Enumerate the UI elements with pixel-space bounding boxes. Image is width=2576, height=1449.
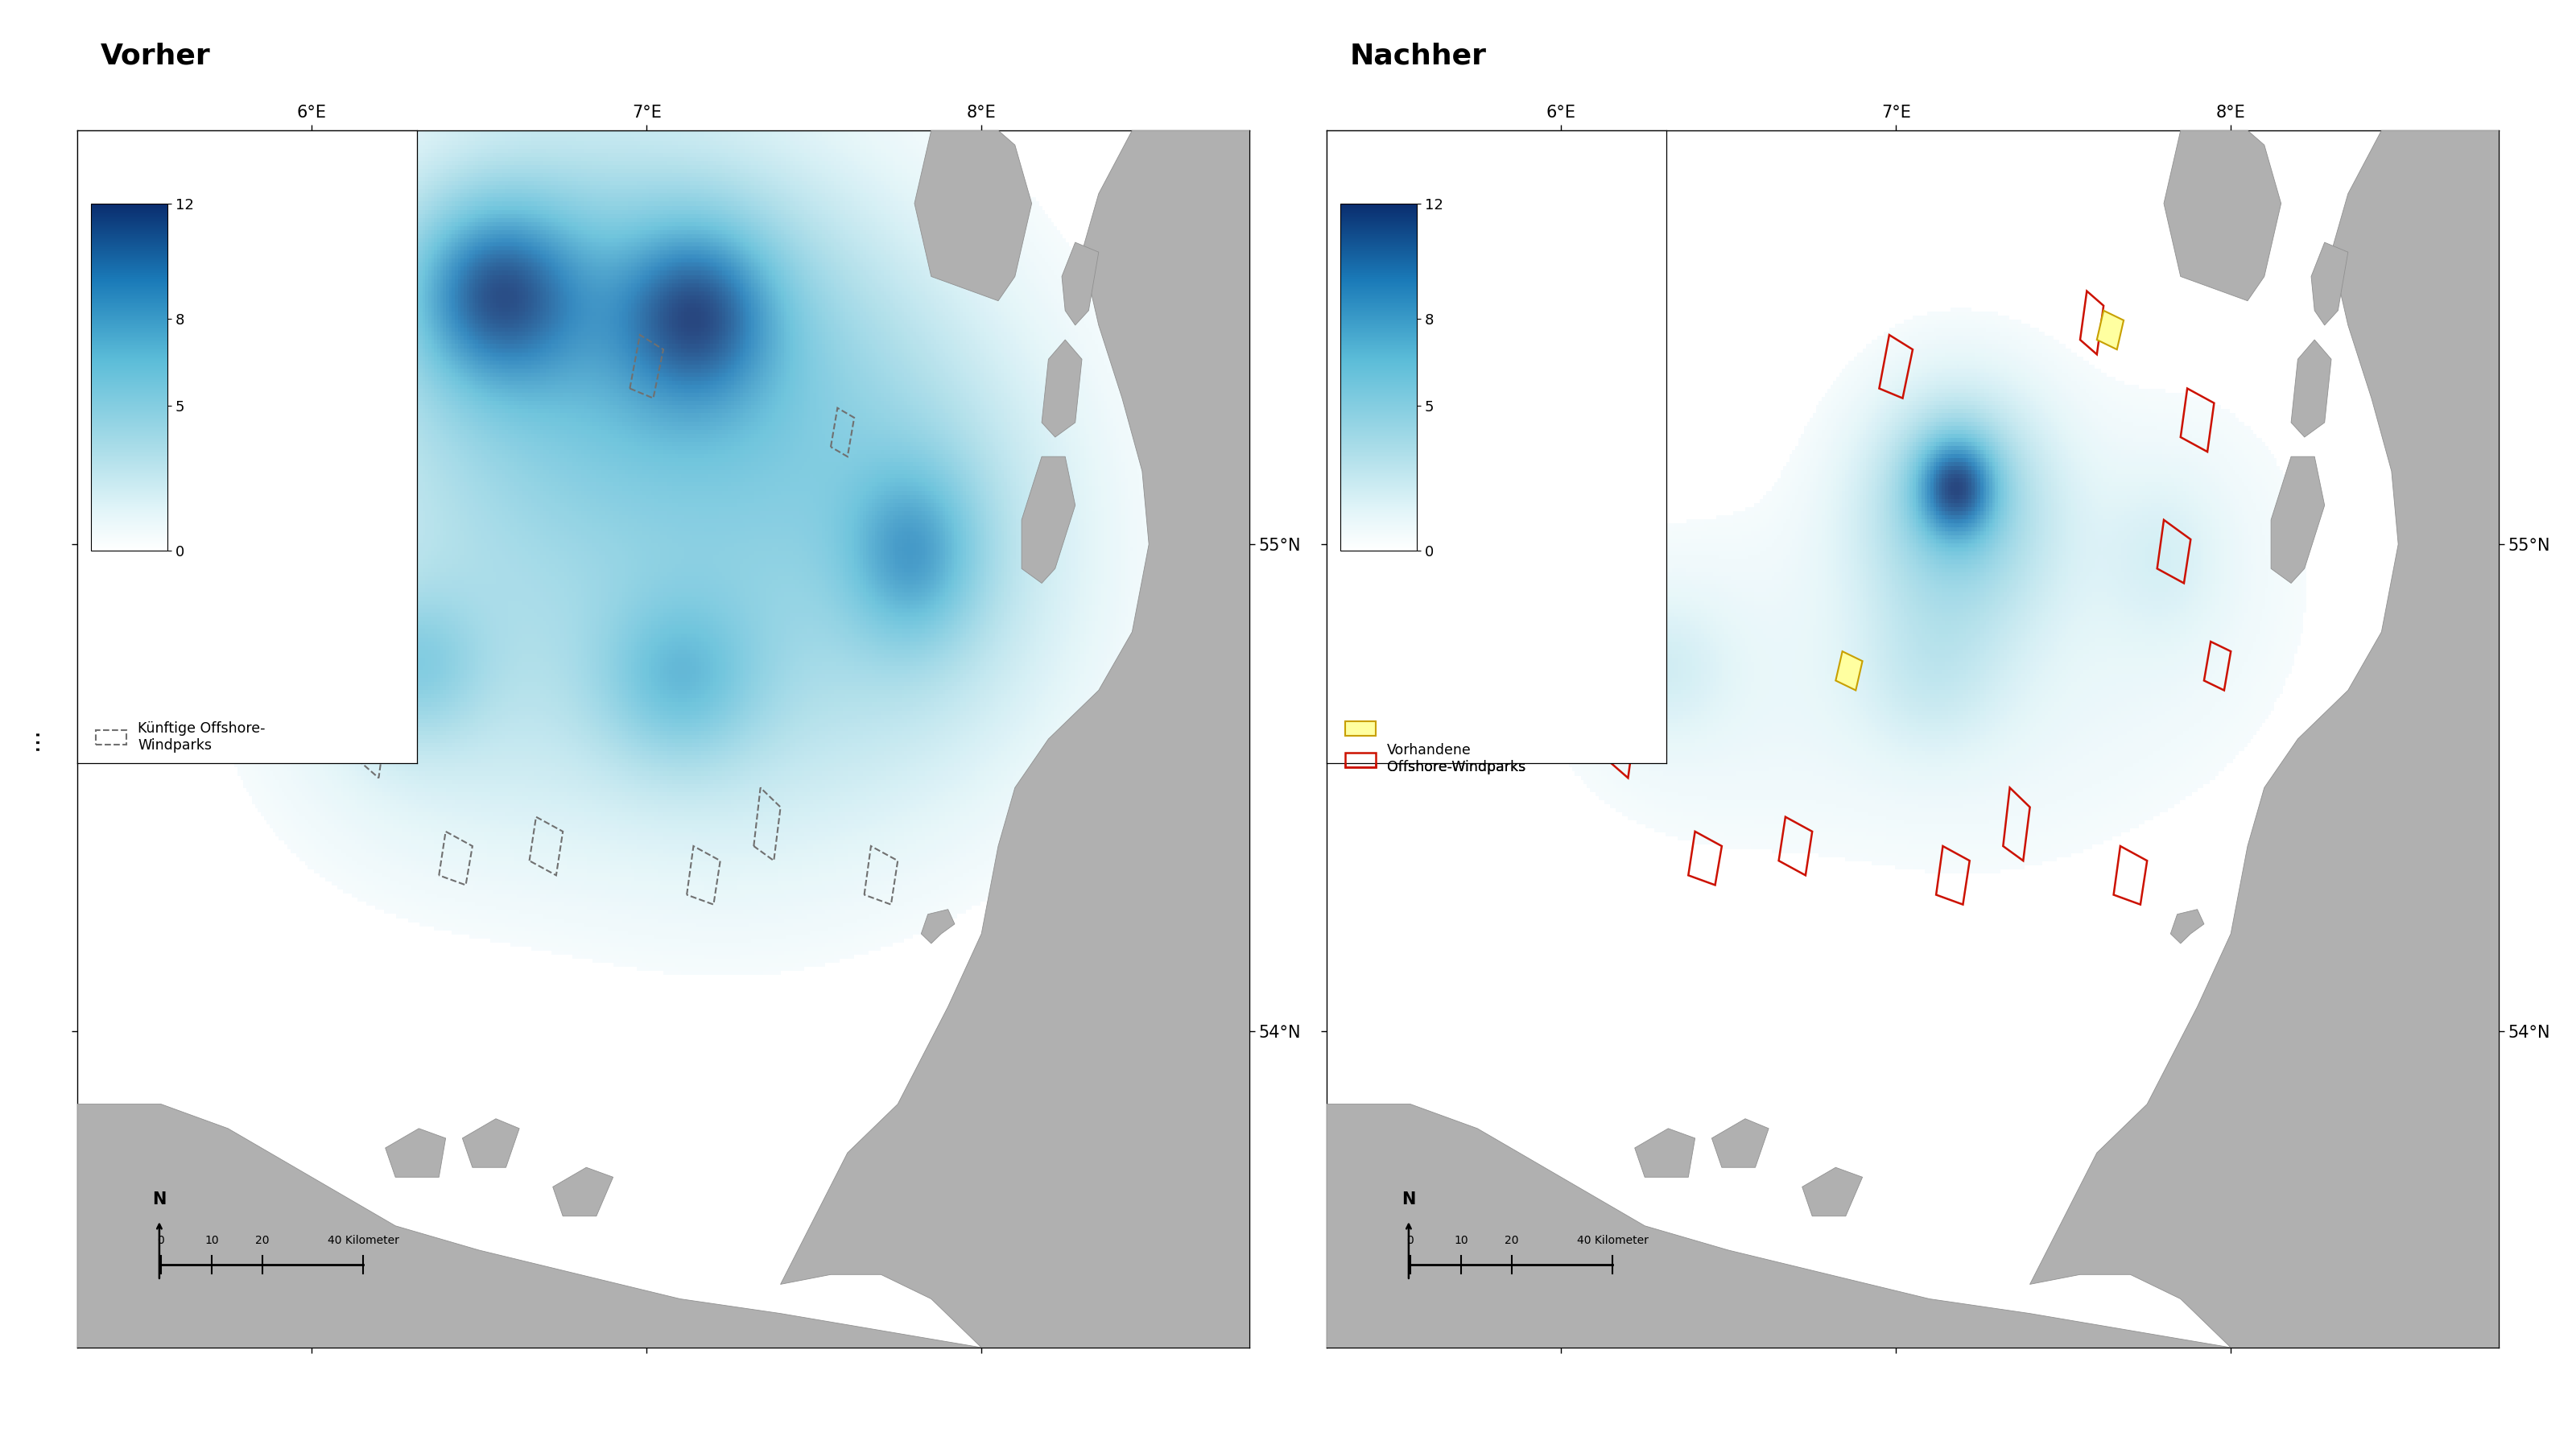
Text: 10: 10	[1453, 1235, 1468, 1246]
Text: 0: 0	[157, 1235, 165, 1246]
Text: 40 Kilometer: 40 Kilometer	[1577, 1235, 1649, 1246]
Text: Seetaucher: Seetaucher	[90, 161, 193, 177]
Text: N: N	[152, 1191, 167, 1207]
Text: 0: 0	[1406, 1235, 1414, 1246]
Legend: , Vorhandene
Offshore-Windparks: , Vorhandene Offshore-Windparks	[1340, 716, 1530, 780]
Text: 40 Kilometer: 40 Kilometer	[327, 1235, 399, 1246]
Legend: Künftige Offshore-
Windparks: Künftige Offshore- Windparks	[90, 716, 270, 758]
Text: Ind./km²: Ind./km²	[90, 197, 165, 213]
Text: Nachher: Nachher	[1350, 42, 1486, 70]
Polygon shape	[1837, 652, 1862, 690]
Text: 20: 20	[255, 1235, 270, 1246]
Text: Ind./km²: Ind./km²	[1340, 197, 1414, 213]
Text: Seetaucher: Seetaucher	[1340, 161, 1443, 177]
Text: ...: ...	[18, 727, 41, 751]
Text: 20: 20	[1504, 1235, 1520, 1246]
Text: 10: 10	[204, 1235, 219, 1246]
Polygon shape	[2097, 310, 2123, 349]
Text: Vorher: Vorher	[100, 42, 211, 70]
Text: N: N	[1401, 1191, 1417, 1207]
